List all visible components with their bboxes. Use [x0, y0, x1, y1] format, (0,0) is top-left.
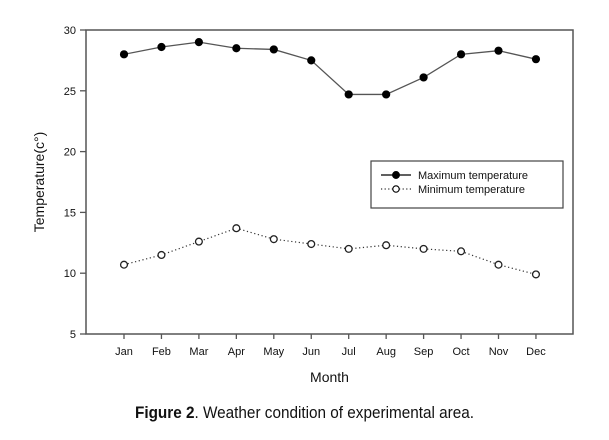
- legend-box: [370, 160, 564, 209]
- data-point: [307, 239, 316, 249]
- series-layer: [119, 38, 541, 279]
- legend-label: Minimum temperature: [418, 184, 525, 196]
- x-tick-label: Sep: [414, 346, 434, 358]
- y-tick-label: 30: [64, 25, 76, 37]
- y-tick-label: 20: [64, 147, 76, 159]
- data-point: [344, 90, 353, 99]
- legend-label: Maximum temperature: [418, 170, 528, 182]
- legend-item: Minimum temperature: [381, 184, 525, 196]
- x-tick-label: Feb: [152, 346, 171, 358]
- legend: Maximum temperature Minimum temperature: [370, 160, 564, 209]
- data-point: [119, 260, 129, 269]
- data-point: [382, 241, 391, 250]
- x-tick-label: Jan: [115, 346, 133, 358]
- data-point: [194, 237, 203, 246]
- data-point: [494, 46, 503, 55]
- x-tick-label: Aug: [376, 346, 396, 358]
- data-point: [157, 42, 166, 52]
- data-point: [531, 270, 540, 279]
- x-tick-label: Jun: [302, 346, 320, 358]
- legend-marker: [392, 185, 400, 193]
- y-tick-label: 15: [64, 207, 76, 219]
- y-tick-label: 5: [70, 329, 76, 341]
- series-minimum-temperature: [119, 224, 540, 279]
- data-point: [307, 56, 316, 65]
- data-point: [494, 260, 503, 269]
- series-line: [123, 227, 537, 275]
- data-point: [194, 38, 203, 47]
- data-point: [157, 250, 166, 260]
- x-tick-label: Oct: [452, 346, 469, 358]
- y-axis-title: Temperature(c°): [31, 132, 47, 233]
- plot-frame: [85, 29, 574, 335]
- figure-caption: Figure 2. Weather condition of experimen…: [30, 403, 578, 423]
- x-tick-label: Jul: [342, 346, 356, 358]
- caption-text: . Weather condition of experimental area…: [194, 403, 475, 422]
- data-point: [119, 50, 129, 59]
- data-point: [456, 50, 466, 59]
- line-chart: 5 10 15 20 25 30 Jan Feb Mar Apr May Jun Jul Aug Sep Oc…: [31, 25, 574, 385]
- x-tick-label: Mar: [189, 346, 208, 358]
- data-point: [419, 244, 428, 253]
- data-point: [269, 45, 278, 54]
- legend-item: Maximum temperature: [381, 170, 528, 182]
- x-axis-title: Month: [310, 369, 349, 385]
- data-point: [456, 247, 466, 256]
- x-tick-label: Dec: [526, 346, 546, 358]
- figure-label: Figure 2: [134, 403, 195, 422]
- x-tick-label: Apr: [228, 346, 245, 358]
- data-point: [419, 73, 428, 82]
- y-tick-label: 25: [64, 86, 76, 98]
- legend-marker: [392, 171, 400, 179]
- series-maximum-temperature: [119, 38, 541, 99]
- data-point: [531, 55, 541, 64]
- data-point: [344, 244, 353, 253]
- data-point: [269, 235, 278, 244]
- series-line: [123, 41, 537, 96]
- data-point: [232, 44, 241, 53]
- axes: 5 10 15 20 25 30 Jan Feb Mar Apr May Jun Jul Aug Sep Oc…: [31, 25, 574, 385]
- y-tick-label: 10: [64, 268, 76, 280]
- data-point: [232, 224, 241, 233]
- data-point: [382, 90, 391, 99]
- x-tick-label: Nov: [489, 346, 509, 358]
- x-tick-label: May: [263, 346, 284, 358]
